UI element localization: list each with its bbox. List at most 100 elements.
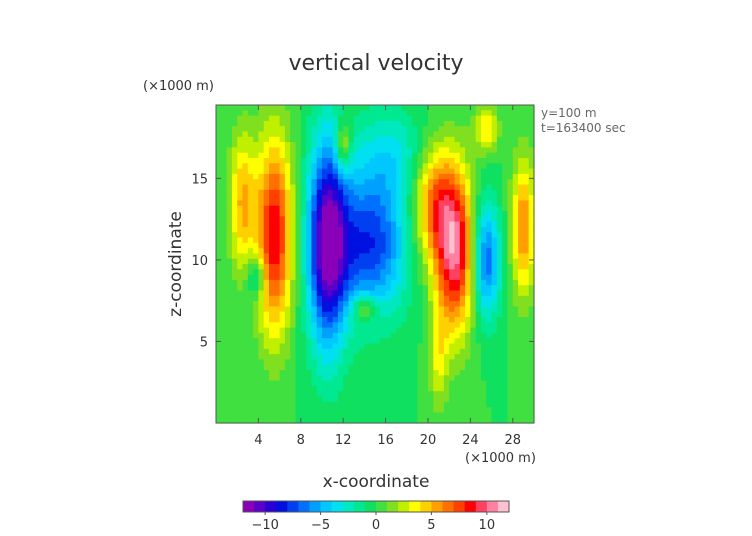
heatmap-cell: [475, 279, 482, 286]
heatmap-cell: [332, 216, 339, 223]
heatmap-cell: [443, 285, 450, 292]
heatmap-cell: [237, 332, 244, 339]
heatmap-cell: [327, 221, 334, 228]
heatmap-cell: [269, 348, 275, 355]
heatmap-cell: [390, 205, 397, 212]
heatmap-cell: [422, 189, 429, 196]
heatmap-cell: [359, 285, 365, 292]
heatmap-cell: [284, 370, 291, 376]
heatmap-cell: [322, 396, 328, 403]
heatmap-cell: [221, 322, 228, 329]
heatmap-cell: [279, 385, 286, 392]
heatmap-cell: [290, 332, 297, 339]
heatmap-cell: [300, 136, 307, 143]
heatmap-cell: [422, 290, 429, 297]
heatmap-cell: [295, 110, 302, 117]
heatmap-cell: [290, 237, 297, 244]
heatmap-cell: [518, 359, 524, 366]
heatmap-cell: [316, 142, 323, 148]
heatmap-cell: [486, 221, 493, 228]
heatmap-cell: [406, 163, 413, 170]
heatmap-cell: [390, 348, 397, 355]
heatmap-cell: [380, 242, 387, 249]
heatmap-cell: [523, 364, 530, 371]
heatmap-cell: [221, 269, 228, 276]
heatmap-cell: [406, 158, 413, 164]
heatmap-cell: [231, 221, 238, 228]
heatmap-cell: [311, 412, 318, 419]
heatmap-cell: [348, 184, 355, 191]
heatmap-cell: [258, 359, 265, 366]
heatmap-cell: [422, 216, 429, 223]
heatmap-cell: [486, 343, 493, 350]
heatmap-cell: [311, 242, 318, 249]
heatmap-cell: [475, 375, 482, 382]
heatmap-cell: [406, 131, 413, 138]
heatmap-cell: [385, 412, 392, 419]
heatmap-cell: [348, 364, 355, 371]
heatmap-cell: [332, 189, 339, 196]
heatmap-cell: [481, 173, 487, 180]
heatmap-cell: [438, 184, 445, 191]
heatmap-cell: [385, 136, 392, 143]
heatmap-cell: [380, 120, 387, 127]
heatmap-cell: [390, 242, 397, 249]
heatmap-cell: [481, 401, 487, 408]
heatmap-cell: [385, 375, 392, 382]
heatmap-cell: [502, 343, 509, 350]
heatmap-cell: [459, 317, 466, 323]
heatmap-cell: [332, 407, 339, 413]
heatmap-cell: [274, 317, 281, 323]
heatmap-cell: [327, 301, 334, 307]
heatmap-cell: [306, 359, 312, 366]
heatmap-cell: [359, 142, 365, 148]
heatmap-cell: [247, 370, 254, 376]
heatmap-cell: [216, 279, 222, 286]
heatmap-cell: [454, 221, 461, 228]
heatmap-cell: [406, 264, 413, 270]
heatmap-cell: [491, 242, 498, 249]
heatmap-cell: [231, 179, 238, 186]
heatmap-cell: [231, 370, 238, 376]
heatmap-cell: [364, 184, 371, 191]
heatmap-cell: [470, 380, 477, 387]
heatmap-cell: [385, 142, 392, 148]
heatmap-cell: [512, 184, 519, 191]
heatmap-cell: [518, 396, 524, 403]
heatmap-cell: [396, 401, 403, 408]
heatmap-cell: [226, 295, 233, 302]
heatmap-cell: [306, 322, 312, 329]
heatmap-cell: [316, 364, 323, 371]
heatmap-cell: [369, 242, 376, 249]
heatmap-cell: [470, 354, 477, 360]
heatmap-cell: [512, 147, 519, 154]
heatmap-cell: [359, 173, 365, 180]
heatmap-cell: [412, 200, 418, 207]
heatmap-cell: [481, 327, 487, 334]
heatmap-cell: [359, 311, 365, 318]
heatmap-cell: [253, 158, 259, 164]
heatmap-cell: [385, 290, 392, 297]
heatmap-cell: [322, 147, 328, 154]
heatmap-cell: [465, 226, 471, 233]
heatmap-cell: [311, 173, 318, 180]
heatmap-cell: [438, 317, 445, 323]
heatmap-cell: [247, 417, 254, 424]
heatmap-cell: [359, 216, 365, 223]
heatmap-cell: [375, 370, 381, 376]
heatmap-cell: [528, 306, 535, 313]
heatmap-cell: [253, 274, 259, 281]
heatmap-cell: [242, 242, 249, 249]
heatmap-cell: [502, 348, 509, 355]
heatmap-cell: [274, 322, 281, 329]
heatmap-cell: [369, 258, 376, 265]
heatmap-cell: [364, 301, 371, 307]
heatmap-cell: [337, 120, 344, 127]
heatmap-cell: [284, 195, 291, 201]
heatmap-cell: [385, 401, 392, 408]
heatmap-cell: [401, 396, 408, 403]
heatmap-cell: [364, 348, 371, 355]
heatmap-cell: [465, 343, 471, 350]
heatmap-cell: [290, 412, 297, 419]
heatmap-cell: [327, 195, 334, 201]
